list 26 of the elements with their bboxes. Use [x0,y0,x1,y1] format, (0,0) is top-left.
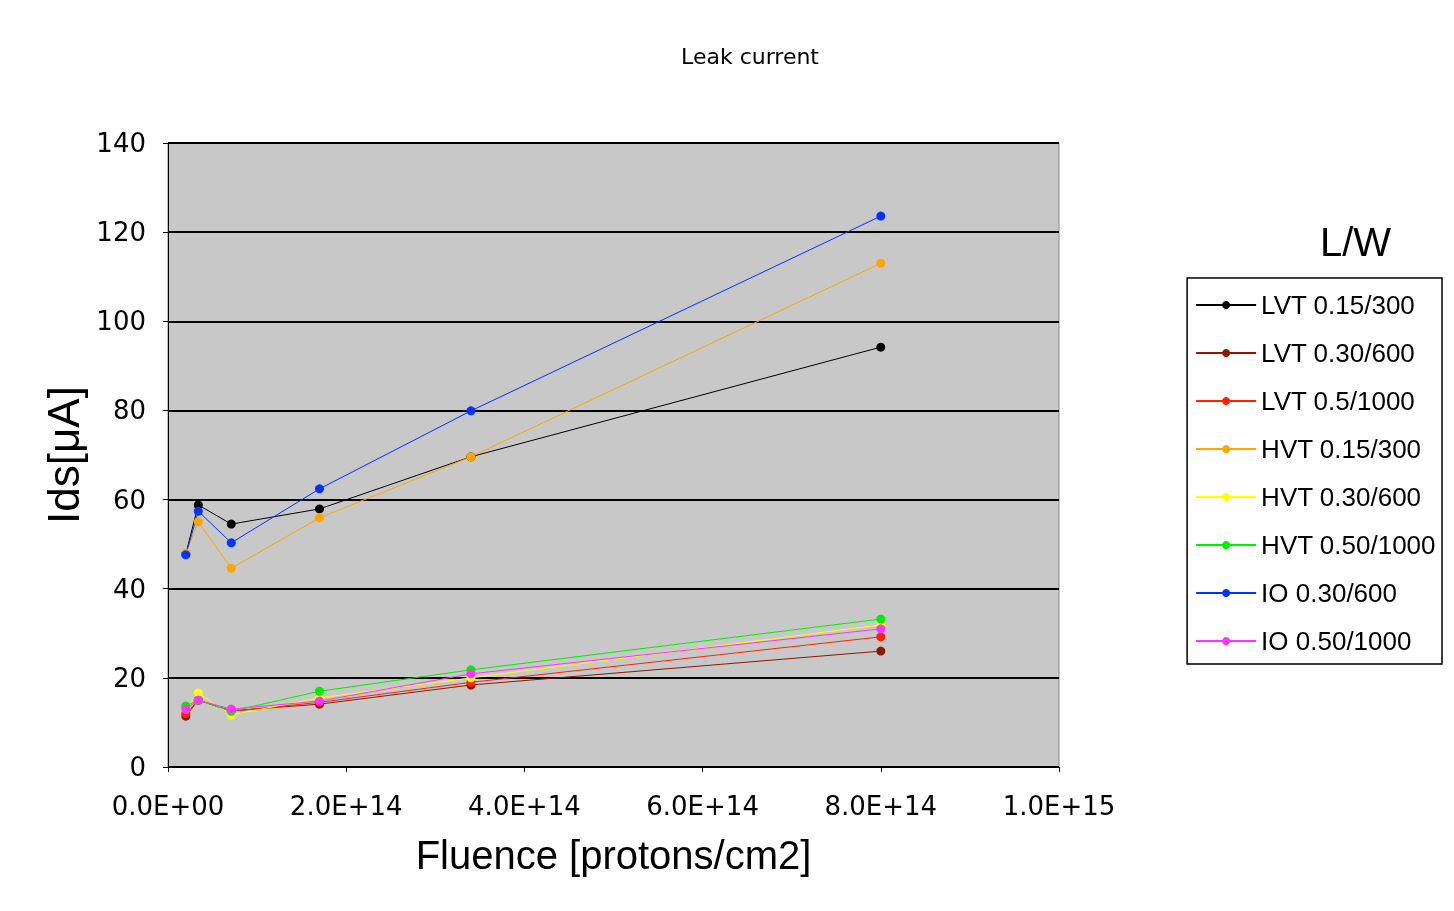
legend-label: IO 0.30/600 [1261,578,1397,608]
legend-label: HVT 0.50/1000 [1261,530,1436,560]
x-tick-label: 2.0E+14 [289,791,403,821]
y-tick-label: 140 [96,128,146,158]
x-tick-label: 0.0E+00 [111,791,225,821]
y-tick-label: 100 [96,306,146,337]
y-tick-label: 60 [112,484,146,515]
y-tick-label: 120 [96,217,146,248]
x-tick-label: 8.0E+14 [824,791,938,821]
legend-label: IO 0.50/1000 [1261,626,1412,656]
chart-title: Leak current [681,43,820,69]
y-axis-title: Ids[μA] [38,386,88,524]
x-tick-label: 4.0E+14 [468,791,581,821]
legend-label: LVT 0.5/1000 [1261,386,1415,416]
y-tick-label: 40 [112,573,146,604]
y-tick-label: 80 [112,395,146,426]
x-tick-label: 1.0E+15 [1002,791,1116,821]
legend-label: LVT 0.30/600 [1261,338,1415,368]
x-axis-title: Fluence [protons/cm2] [415,833,812,877]
y-tick-label: 20 [112,662,146,693]
legend-label: LVT 0.15/300 [1261,290,1415,320]
legend-label: HVT 0.15/300 [1261,434,1422,464]
y-tick-label: 0 [129,752,146,782]
x-tick-label: 6.0E+14 [646,791,759,821]
legend-label: HVT 0.30/600 [1261,482,1422,512]
legend-title: L/W [1319,220,1392,264]
